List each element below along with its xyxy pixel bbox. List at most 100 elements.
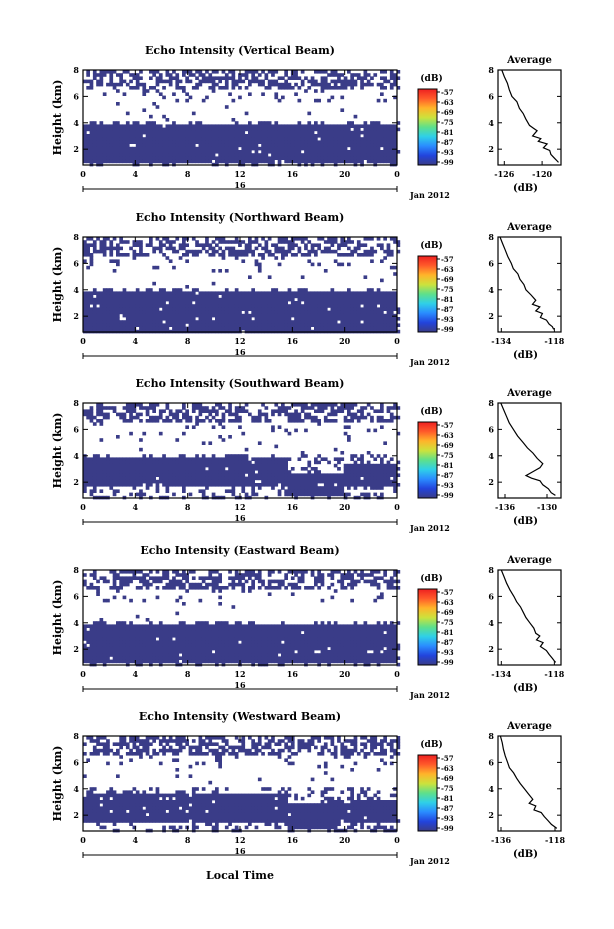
heatmap-cell [396,70,401,74]
heatmap-cell [234,134,239,138]
heatmap-cell [310,291,315,295]
heatmap-cell [116,130,120,135]
heatmap-cell [145,470,150,474]
heatmap-cell [198,82,203,87]
heatmap-cell [175,297,180,302]
heatmap-cell [231,76,236,80]
heatmap-cell [92,463,97,468]
heatmap-cell [139,489,143,493]
heatmap-cell [327,301,331,305]
heatmap-cell [109,586,114,590]
heatmap-cell [155,134,160,138]
heatmap-cell [330,573,335,577]
heatmap-cell [83,301,87,305]
heatmap-cell [162,146,166,151]
heatmap-cell [162,576,166,580]
heatmap-cell [129,146,133,151]
heatmap-cell [310,489,315,493]
heatmap-cell [188,294,193,299]
heatmap-cell [178,297,183,302]
heatmap-cell [238,140,242,144]
heatmap-cell [261,237,265,241]
heatmap-cell [244,76,249,80]
heatmap-cell [261,291,265,295]
heatmap-cell [366,140,371,144]
heatmap-cell [264,412,269,417]
heatmap-cell [185,419,189,423]
heatmap-cell [294,313,298,318]
heatmap-cell [363,492,368,497]
heatmap-cell [356,304,361,308]
heatmap-cell [234,409,239,413]
heatmap-cell [185,130,189,135]
heatmap-cell [188,134,193,138]
heatmap-cell [155,419,160,423]
heatmap-cell [205,143,209,148]
heatmap-cell [224,134,229,138]
heatmap-cell [234,582,239,587]
heatmap-cell [231,492,236,497]
heatmap-cell [168,586,173,590]
heatmap-cell [386,249,391,254]
heatmap-cell [205,240,209,244]
heatmap-cell [109,301,114,305]
heatmap-cell [257,409,262,413]
heatmap-cell [208,441,213,445]
heatmap-cell [267,143,272,148]
heatmap-cell [343,326,348,331]
heatmap-cell [89,243,94,247]
heatmap-cell [175,76,180,80]
heatmap-cell [343,476,348,481]
heatmap-cell [350,576,354,580]
heatmap-cell [99,457,104,461]
heatmap-cell [383,159,387,164]
heatmap-cell [264,301,269,305]
heatmap-cell [224,130,229,135]
heatmap-cell [191,586,196,590]
heatmap-cell [343,124,348,128]
heatmap-cell [218,269,222,273]
heatmap-cell [96,73,100,77]
heatmap-cell [116,102,120,106]
heatmap-cell [231,150,236,154]
heatmap-cell [185,470,189,474]
heatmap-cell [172,570,176,574]
heatmap-cell [198,310,203,315]
heatmap-cell [215,570,219,574]
heatmap-cell [337,130,341,135]
heatmap-cell [122,570,127,574]
heatmap-cell [119,124,123,128]
heatmap-cell [168,297,173,302]
heatmap-cell [205,476,209,481]
profile-line [500,402,556,496]
heatmap-cell [257,323,262,327]
heatmap-cell [257,269,262,273]
heatmap-cell [125,479,130,484]
heatmap-cell [231,291,236,295]
heatmap-cell [215,579,219,584]
heatmap-cell [86,153,90,157]
heatmap-cell [182,313,186,318]
heatmap-cell [264,419,269,423]
heatmap-cell [205,317,209,321]
heatmap-cell [139,297,143,302]
heatmap-cell [158,146,163,151]
heatmap-cell [244,317,249,321]
heatmap-cell [314,79,318,84]
heatmap-cell [238,301,242,305]
heatmap-cell [366,127,371,132]
heatmap-cell [267,457,272,461]
heatmap-cell [337,304,341,308]
heatmap-cell [142,307,147,311]
heatmap-cell [373,291,378,295]
heatmap-cell [317,479,321,484]
heatmap-cell [254,143,259,148]
heatmap-cell [373,313,378,318]
heatmap-cell [135,156,140,160]
heatmap-cell [129,73,133,77]
heatmap-cell [307,111,312,116]
heatmap-cell [112,320,117,324]
heatmap-cell [274,473,279,477]
heatmap-cell [139,159,143,164]
heatmap-cell [208,310,213,315]
